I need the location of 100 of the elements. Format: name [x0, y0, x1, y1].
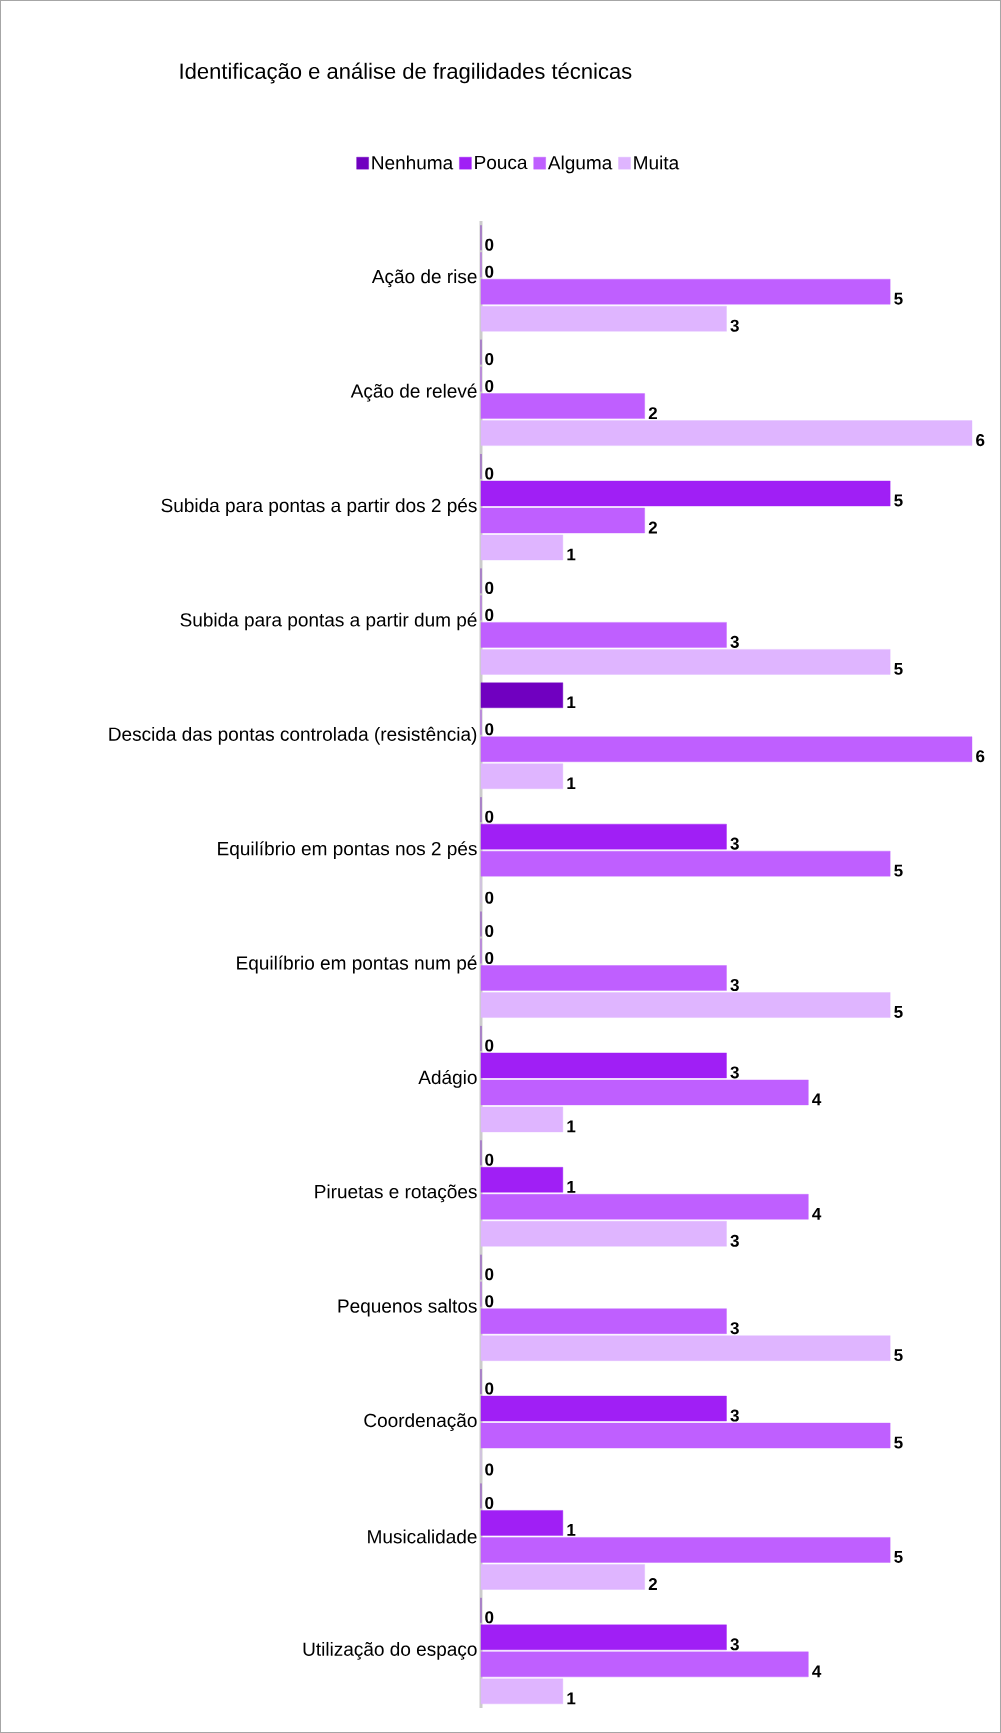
- bar: [480, 1308, 727, 1334]
- bar: [480, 1624, 727, 1651]
- data-label: 0: [485, 380, 494, 393]
- y-tick-label: Subida para pontas a partir dos 2 pés: [161, 498, 477, 516]
- bar: [480, 1537, 891, 1563]
- data-label: 1: [567, 1692, 576, 1705]
- data-label: 0: [485, 1295, 494, 1308]
- bar: [480, 1678, 564, 1705]
- data-label: 6: [976, 434, 985, 447]
- data-label: 0: [485, 238, 494, 251]
- y-tick-label: Descida das pontas controlada (resistência): [109, 726, 477, 745]
- y-tick-label: Equilíbrio em pontas num pé: [237, 955, 477, 974]
- data-label: 5: [894, 494, 903, 507]
- bar: [480, 682, 564, 708]
- data-label: 3: [730, 1234, 739, 1247]
- bar: [480, 393, 645, 419]
- bar: [480, 1167, 564, 1193]
- data-label: 4: [812, 1665, 822, 1678]
- data-label: 0: [485, 1382, 494, 1395]
- data-label: 0: [485, 925, 494, 938]
- data-label: 2: [648, 407, 657, 420]
- y-tick-label: Ação de relevé: [350, 383, 477, 402]
- y-tick-label: Piruetas e rotações: [315, 1184, 477, 1203]
- data-label: 6: [976, 750, 985, 763]
- bar: [480, 965, 727, 991]
- data-label: 3: [730, 635, 739, 648]
- data-label: 3: [730, 837, 739, 850]
- data-label: 3: [730, 1066, 739, 1079]
- data-label: 1: [567, 696, 576, 709]
- data-label: 2: [648, 521, 657, 534]
- data-label: 4: [812, 1207, 822, 1220]
- bar: [480, 992, 891, 1018]
- data-label: 5: [894, 1349, 903, 1362]
- chart-title: Identificação e análise de fragilidades técnicas: [180, 62, 632, 84]
- data-label: 0: [485, 1611, 494, 1624]
- data-label: 5: [894, 662, 903, 675]
- bar: [480, 1221, 727, 1247]
- data-label: 0: [485, 467, 494, 480]
- legend-label: Alguma: [547, 155, 613, 174]
- bar: [480, 649, 891, 675]
- data-label: 3: [730, 1322, 739, 1335]
- bar: [480, 1422, 891, 1449]
- bar: [480, 1651, 809, 1678]
- y-tick-label: Adágio: [418, 1069, 477, 1088]
- data-label: 1: [567, 777, 576, 790]
- data-label: 5: [894, 864, 903, 877]
- bar: [480, 1194, 809, 1220]
- bar: [480, 1106, 564, 1133]
- bar: [480, 1564, 645, 1590]
- data-label: 0: [485, 1268, 494, 1281]
- bar: [480, 622, 727, 648]
- bar: [480, 279, 891, 305]
- data-label: 0: [485, 1463, 494, 1476]
- bar: [480, 1335, 891, 1361]
- bar: [480, 823, 727, 850]
- bar: [480, 763, 564, 789]
- data-label: 2: [648, 1578, 657, 1590]
- data-label: 1: [567, 1120, 576, 1133]
- data-label: 3: [730, 1638, 739, 1651]
- bar: [480, 480, 891, 507]
- data-label: 0: [485, 1039, 494, 1052]
- y-tick-label: Pequenos saltos: [338, 1298, 477, 1317]
- data-label: 3: [730, 1409, 739, 1422]
- data-label: 5: [894, 1006, 903, 1018]
- data-label: 1: [567, 548, 576, 561]
- legend-label: Nenhuma: [372, 155, 454, 170]
- bar: [480, 1510, 564, 1536]
- data-label: 0: [485, 891, 494, 904]
- bar: [480, 1395, 727, 1422]
- bar: [480, 306, 727, 332]
- data-label: 0: [485, 723, 494, 736]
- y-tick-label: Coordenação: [364, 1413, 477, 1431]
- data-label: 5: [894, 1436, 903, 1449]
- y-tick-label: Subida para pontas a partir dum pé: [180, 612, 477, 631]
- legend-label: Pouca: [475, 155, 528, 170]
- data-label: 0: [485, 265, 494, 278]
- bar: [480, 850, 891, 877]
- y-tick-label: Ação de rise: [371, 269, 477, 288]
- legend-label: Muita: [634, 155, 680, 170]
- data-label: 0: [485, 353, 494, 366]
- data-label: 0: [485, 1153, 494, 1166]
- bar: [480, 534, 564, 561]
- data-label: 3: [730, 319, 739, 332]
- bar: [480, 1052, 727, 1079]
- y-tick-label: Equilíbrio em pontas nos 2 pés: [218, 841, 477, 860]
- y-tick-label: Utilização do espaço: [303, 1641, 477, 1660]
- data-label: 0: [485, 810, 494, 823]
- bar: [480, 507, 645, 534]
- data-label: 5: [894, 292, 903, 305]
- data-label: 3: [730, 979, 739, 992]
- bar: [480, 736, 973, 762]
- bar: [480, 1079, 809, 1106]
- data-label: 0: [485, 1496, 494, 1509]
- data-label: 1: [567, 1524, 576, 1536]
- data-label: 0: [485, 952, 494, 965]
- data-label: 1: [567, 1180, 576, 1193]
- data-label: 5: [894, 1551, 903, 1563]
- data-label: 4: [812, 1093, 822, 1106]
- data-label: 0: [485, 608, 494, 621]
- y-tick-label: Musicalidade: [368, 1529, 477, 1544]
